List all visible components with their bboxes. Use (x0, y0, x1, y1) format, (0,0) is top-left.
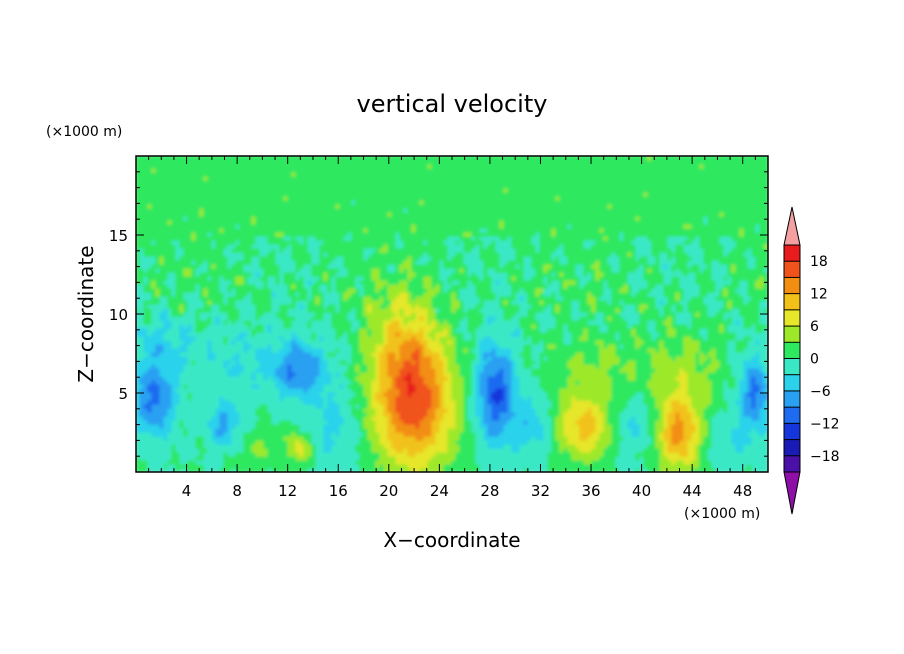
x-tick-label: 32 (531, 482, 550, 500)
colorbar-label: 0 (810, 352, 819, 368)
colorbar-swatch (784, 439, 800, 457)
colorbar: 18 12 6 0 −6 −12 −18 (783, 206, 840, 515)
x-tick-label: 12 (278, 482, 297, 500)
colorbar-under-arrow (783, 471, 801, 515)
z-tick-label: 15 (109, 227, 128, 245)
z-tick-label: 10 (109, 306, 128, 324)
colorbar-swatch (784, 342, 800, 359)
z-axis-label: Z−coordinate (74, 245, 98, 382)
x-tick-label: 4 (182, 482, 192, 500)
x-tick-label: 40 (632, 482, 651, 500)
colorbar-label: 6 (810, 319, 819, 335)
x-tick-label: 44 (683, 482, 702, 500)
colorbar-swatch (784, 455, 800, 473)
x-tick-label: 8 (232, 482, 242, 500)
x-axis-label: X−coordinate (383, 528, 520, 552)
colorbar-label: 18 (810, 254, 828, 270)
colorbar-over-arrow (783, 206, 801, 246)
plot-area (136, 156, 768, 472)
x-tick-label: 28 (480, 482, 499, 500)
x-tick-label: 16 (329, 482, 348, 500)
colorbar-swatch (784, 374, 800, 392)
colorbar-swatch (784, 390, 800, 408)
colorbar-swatch (784, 261, 800, 278)
x-unit-label: (×1000 m) (684, 506, 760, 522)
colorbar-label: −12 (810, 416, 840, 432)
x-tick-label: 48 (733, 482, 752, 500)
colorbar-label: −18 (810, 449, 840, 465)
z-axis: 5 10 15 (109, 171, 768, 457)
colorbar-swatch (784, 293, 800, 311)
x-tick-label: 20 (379, 482, 398, 500)
x-tick-label: 24 (430, 482, 449, 500)
colorbar-label: −6 (810, 384, 831, 400)
colorbar-swatch (784, 358, 800, 376)
colorbar-swatch (784, 326, 800, 343)
colorbar-swatch (784, 423, 800, 440)
x-axis: 4 8 12 16 20 24 28 32 36 40 44 48 (148, 156, 756, 500)
colorbar-swatch (784, 309, 800, 327)
colorbar-label: 12 (810, 287, 828, 303)
z-tick-label: 5 (118, 385, 128, 403)
chart-title: vertical velocity (357, 90, 548, 118)
colorbar-swatch (784, 277, 800, 294)
contour-field (136, 156, 768, 472)
z-unit-label: (×1000 m) (46, 124, 122, 140)
colorbar-swatch (784, 245, 800, 262)
colorbar-swatch (784, 407, 800, 424)
x-tick-label: 36 (581, 482, 600, 500)
